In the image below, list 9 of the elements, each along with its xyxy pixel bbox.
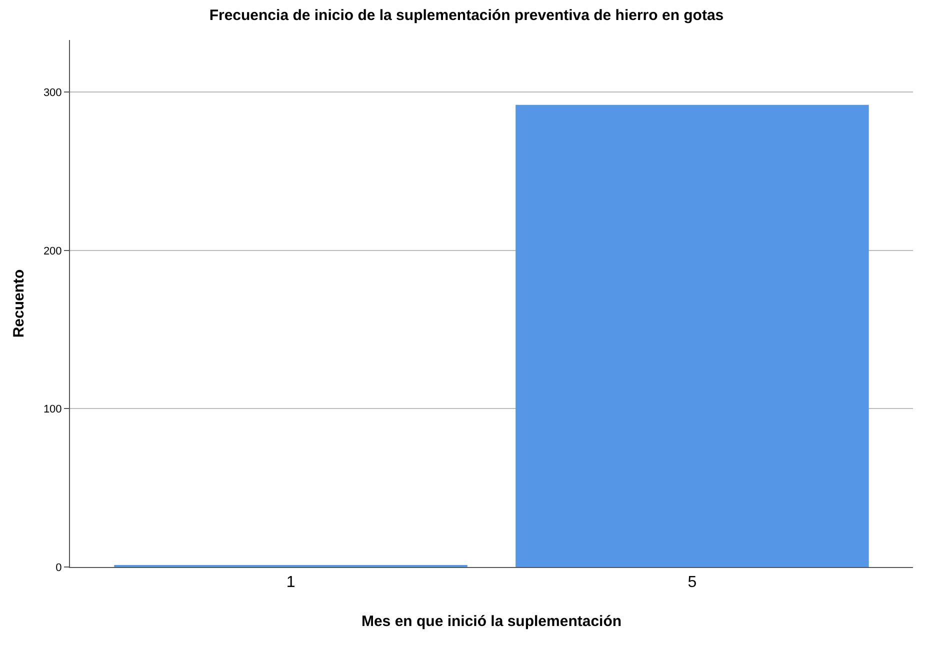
- x-tick-label: 1: [286, 574, 296, 592]
- y-tick-label: 100: [43, 404, 62, 416]
- y-tick-label: 0: [56, 562, 62, 574]
- y-axis-title: Recuento: [10, 269, 28, 338]
- x-axis-title: Mes en que inició la suplementación: [361, 613, 622, 630]
- y-tick-label: 200: [43, 245, 62, 258]
- x-tick-label: 5: [688, 574, 697, 592]
- y-tick-label: 300: [43, 87, 62, 100]
- chart-title: Frecuencia de inicio de la suplementación preventiva de hierro en gotas: [209, 7, 724, 24]
